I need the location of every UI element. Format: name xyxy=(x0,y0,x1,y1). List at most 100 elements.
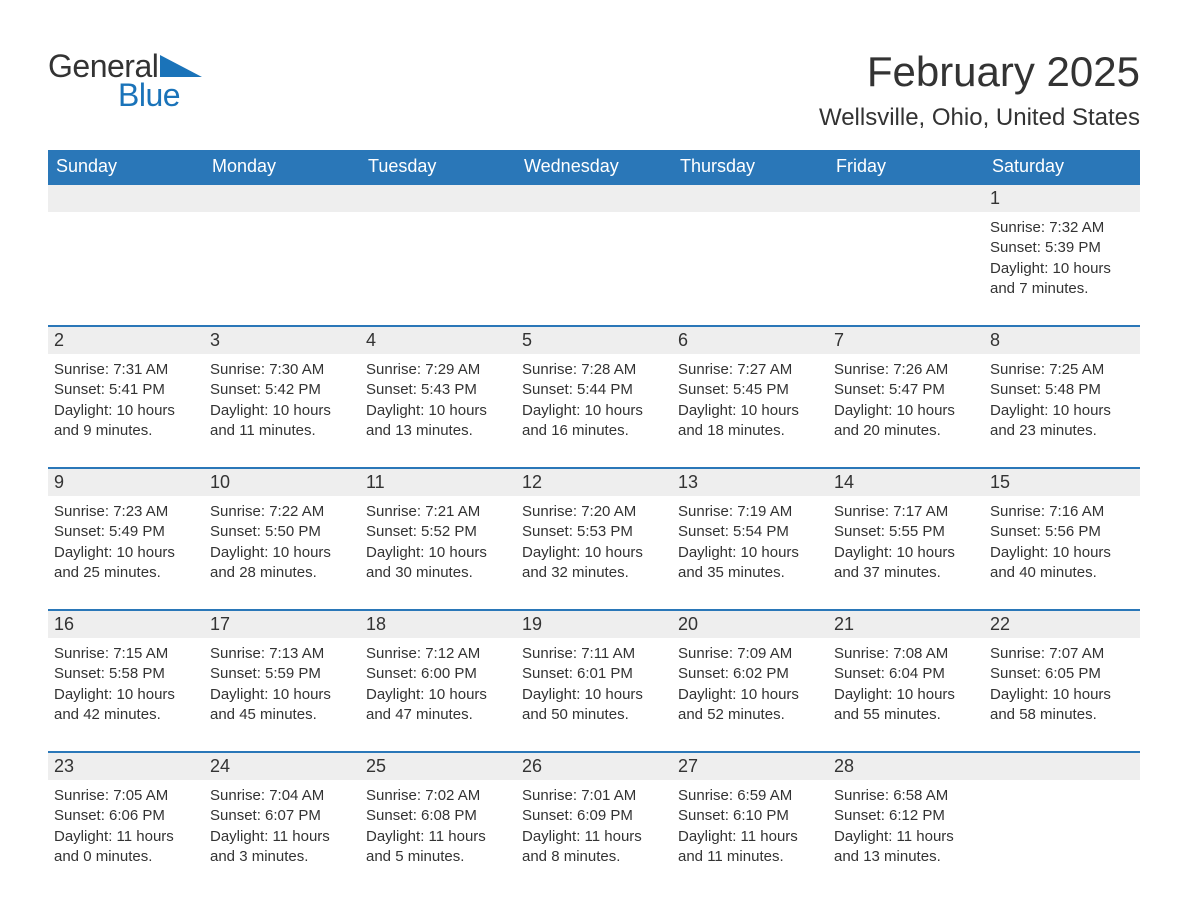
day-daylight1: Daylight: 11 hours xyxy=(522,827,666,847)
day-daylight2: and 30 minutes. xyxy=(366,563,510,583)
day-cell: 4Sunrise: 7:29 AMSunset: 5:43 PMDaylight… xyxy=(360,327,516,467)
location-text: Wellsville, Ohio, United States xyxy=(819,104,1140,132)
day-body: Sunrise: 6:59 AMSunset: 6:10 PMDaylight:… xyxy=(672,780,828,877)
day-number: 27 xyxy=(672,753,828,780)
day-sunset: Sunset: 5:43 PM xyxy=(366,380,510,400)
week-row: 1Sunrise: 7:32 AMSunset: 5:39 PMDaylight… xyxy=(48,183,1140,325)
day-sunset: Sunset: 5:41 PM xyxy=(54,380,198,400)
calendar-page: General Blue February 2025 Wellsville, O… xyxy=(0,0,1188,913)
day-body: Sunrise: 7:05 AMSunset: 6:06 PMDaylight:… xyxy=(48,780,204,877)
day-body: Sunrise: 7:09 AMSunset: 6:02 PMDaylight:… xyxy=(672,638,828,735)
day-body: Sunrise: 7:25 AMSunset: 5:48 PMDaylight:… xyxy=(984,354,1140,451)
day-cell: 16Sunrise: 7:15 AMSunset: 5:58 PMDayligh… xyxy=(48,611,204,751)
day-number: 23 xyxy=(48,753,204,780)
day-number: 2 xyxy=(48,327,204,354)
day-sunrise: Sunrise: 7:17 AM xyxy=(834,502,978,522)
day-number xyxy=(48,185,204,212)
day-number: 9 xyxy=(48,469,204,496)
day-cell: 15Sunrise: 7:16 AMSunset: 5:56 PMDayligh… xyxy=(984,469,1140,609)
weekday-header: Tuesday xyxy=(360,150,516,183)
day-daylight1: Daylight: 11 hours xyxy=(366,827,510,847)
day-number xyxy=(828,185,984,212)
day-daylight2: and 32 minutes. xyxy=(522,563,666,583)
day-daylight1: Daylight: 10 hours xyxy=(678,685,822,705)
day-sunrise: Sunrise: 7:30 AM xyxy=(210,360,354,380)
day-sunset: Sunset: 5:42 PM xyxy=(210,380,354,400)
day-sunset: Sunset: 5:53 PM xyxy=(522,522,666,542)
day-number: 24 xyxy=(204,753,360,780)
day-number: 18 xyxy=(360,611,516,638)
day-cell: 7Sunrise: 7:26 AMSunset: 5:47 PMDaylight… xyxy=(828,327,984,467)
day-daylight2: and 37 minutes. xyxy=(834,563,978,583)
day-body: Sunrise: 7:04 AMSunset: 6:07 PMDaylight:… xyxy=(204,780,360,877)
day-sunset: Sunset: 5:44 PM xyxy=(522,380,666,400)
day-body: Sunrise: 7:20 AMSunset: 5:53 PMDaylight:… xyxy=(516,496,672,593)
day-daylight1: Daylight: 10 hours xyxy=(54,543,198,563)
day-number: 20 xyxy=(672,611,828,638)
day-cell: 18Sunrise: 7:12 AMSunset: 6:00 PMDayligh… xyxy=(360,611,516,751)
day-number: 19 xyxy=(516,611,672,638)
day-cell: 26Sunrise: 7:01 AMSunset: 6:09 PMDayligh… xyxy=(516,753,672,893)
day-daylight1: Daylight: 10 hours xyxy=(834,543,978,563)
day-daylight1: Daylight: 10 hours xyxy=(54,685,198,705)
day-daylight2: and 35 minutes. xyxy=(678,563,822,583)
day-daylight1: Daylight: 10 hours xyxy=(210,401,354,421)
day-daylight2: and 20 minutes. xyxy=(834,421,978,441)
day-number xyxy=(984,753,1140,780)
day-sunset: Sunset: 6:12 PM xyxy=(834,806,978,826)
day-daylight1: Daylight: 10 hours xyxy=(990,685,1134,705)
day-cell: 28Sunrise: 6:58 AMSunset: 6:12 PMDayligh… xyxy=(828,753,984,893)
day-number: 4 xyxy=(360,327,516,354)
day-cell: 3Sunrise: 7:30 AMSunset: 5:42 PMDaylight… xyxy=(204,327,360,467)
day-number: 14 xyxy=(828,469,984,496)
day-daylight1: Daylight: 11 hours xyxy=(678,827,822,847)
day-daylight2: and 8 minutes. xyxy=(522,847,666,867)
day-daylight2: and 28 minutes. xyxy=(210,563,354,583)
day-sunrise: Sunrise: 6:59 AM xyxy=(678,786,822,806)
day-daylight1: Daylight: 11 hours xyxy=(210,827,354,847)
weekday-header: Sunday xyxy=(48,150,204,183)
day-cell xyxy=(204,185,360,325)
day-sunset: Sunset: 5:50 PM xyxy=(210,522,354,542)
day-cell: 19Sunrise: 7:11 AMSunset: 6:01 PMDayligh… xyxy=(516,611,672,751)
day-body: Sunrise: 7:26 AMSunset: 5:47 PMDaylight:… xyxy=(828,354,984,451)
day-number: 6 xyxy=(672,327,828,354)
day-body: Sunrise: 7:27 AMSunset: 5:45 PMDaylight:… xyxy=(672,354,828,451)
day-number: 5 xyxy=(516,327,672,354)
day-sunrise: Sunrise: 7:08 AM xyxy=(834,644,978,664)
day-daylight1: Daylight: 10 hours xyxy=(834,401,978,421)
day-cell: 21Sunrise: 7:08 AMSunset: 6:04 PMDayligh… xyxy=(828,611,984,751)
day-body: Sunrise: 7:28 AMSunset: 5:44 PMDaylight:… xyxy=(516,354,672,451)
day-sunset: Sunset: 5:58 PM xyxy=(54,664,198,684)
day-daylight1: Daylight: 11 hours xyxy=(54,827,198,847)
day-cell: 17Sunrise: 7:13 AMSunset: 5:59 PMDayligh… xyxy=(204,611,360,751)
day-body: Sunrise: 7:17 AMSunset: 5:55 PMDaylight:… xyxy=(828,496,984,593)
day-daylight1: Daylight: 10 hours xyxy=(990,259,1134,279)
day-sunrise: Sunrise: 7:27 AM xyxy=(678,360,822,380)
day-cell: 13Sunrise: 7:19 AMSunset: 5:54 PMDayligh… xyxy=(672,469,828,609)
day-sunrise: Sunrise: 7:11 AM xyxy=(522,644,666,664)
day-sunset: Sunset: 6:10 PM xyxy=(678,806,822,826)
day-number: 11 xyxy=(360,469,516,496)
day-body: Sunrise: 7:23 AMSunset: 5:49 PMDaylight:… xyxy=(48,496,204,593)
day-daylight1: Daylight: 10 hours xyxy=(522,543,666,563)
day-number: 7 xyxy=(828,327,984,354)
day-sunset: Sunset: 6:00 PM xyxy=(366,664,510,684)
day-daylight2: and 13 minutes. xyxy=(834,847,978,867)
day-cell xyxy=(48,185,204,325)
day-sunrise: Sunrise: 7:01 AM xyxy=(522,786,666,806)
day-daylight2: and 7 minutes. xyxy=(990,279,1134,299)
day-cell: 11Sunrise: 7:21 AMSunset: 5:52 PMDayligh… xyxy=(360,469,516,609)
day-daylight2: and 9 minutes. xyxy=(54,421,198,441)
day-daylight2: and 11 minutes. xyxy=(678,847,822,867)
month-title: February 2025 xyxy=(819,48,1140,96)
day-body: Sunrise: 7:01 AMSunset: 6:09 PMDaylight:… xyxy=(516,780,672,877)
day-body: Sunrise: 7:08 AMSunset: 6:04 PMDaylight:… xyxy=(828,638,984,735)
day-daylight2: and 45 minutes. xyxy=(210,705,354,725)
day-body: Sunrise: 7:07 AMSunset: 6:05 PMDaylight:… xyxy=(984,638,1140,735)
day-cell: 27Sunrise: 6:59 AMSunset: 6:10 PMDayligh… xyxy=(672,753,828,893)
day-sunset: Sunset: 5:59 PM xyxy=(210,664,354,684)
day-cell: 14Sunrise: 7:17 AMSunset: 5:55 PMDayligh… xyxy=(828,469,984,609)
day-daylight1: Daylight: 10 hours xyxy=(990,543,1134,563)
day-sunrise: Sunrise: 7:25 AM xyxy=(990,360,1134,380)
